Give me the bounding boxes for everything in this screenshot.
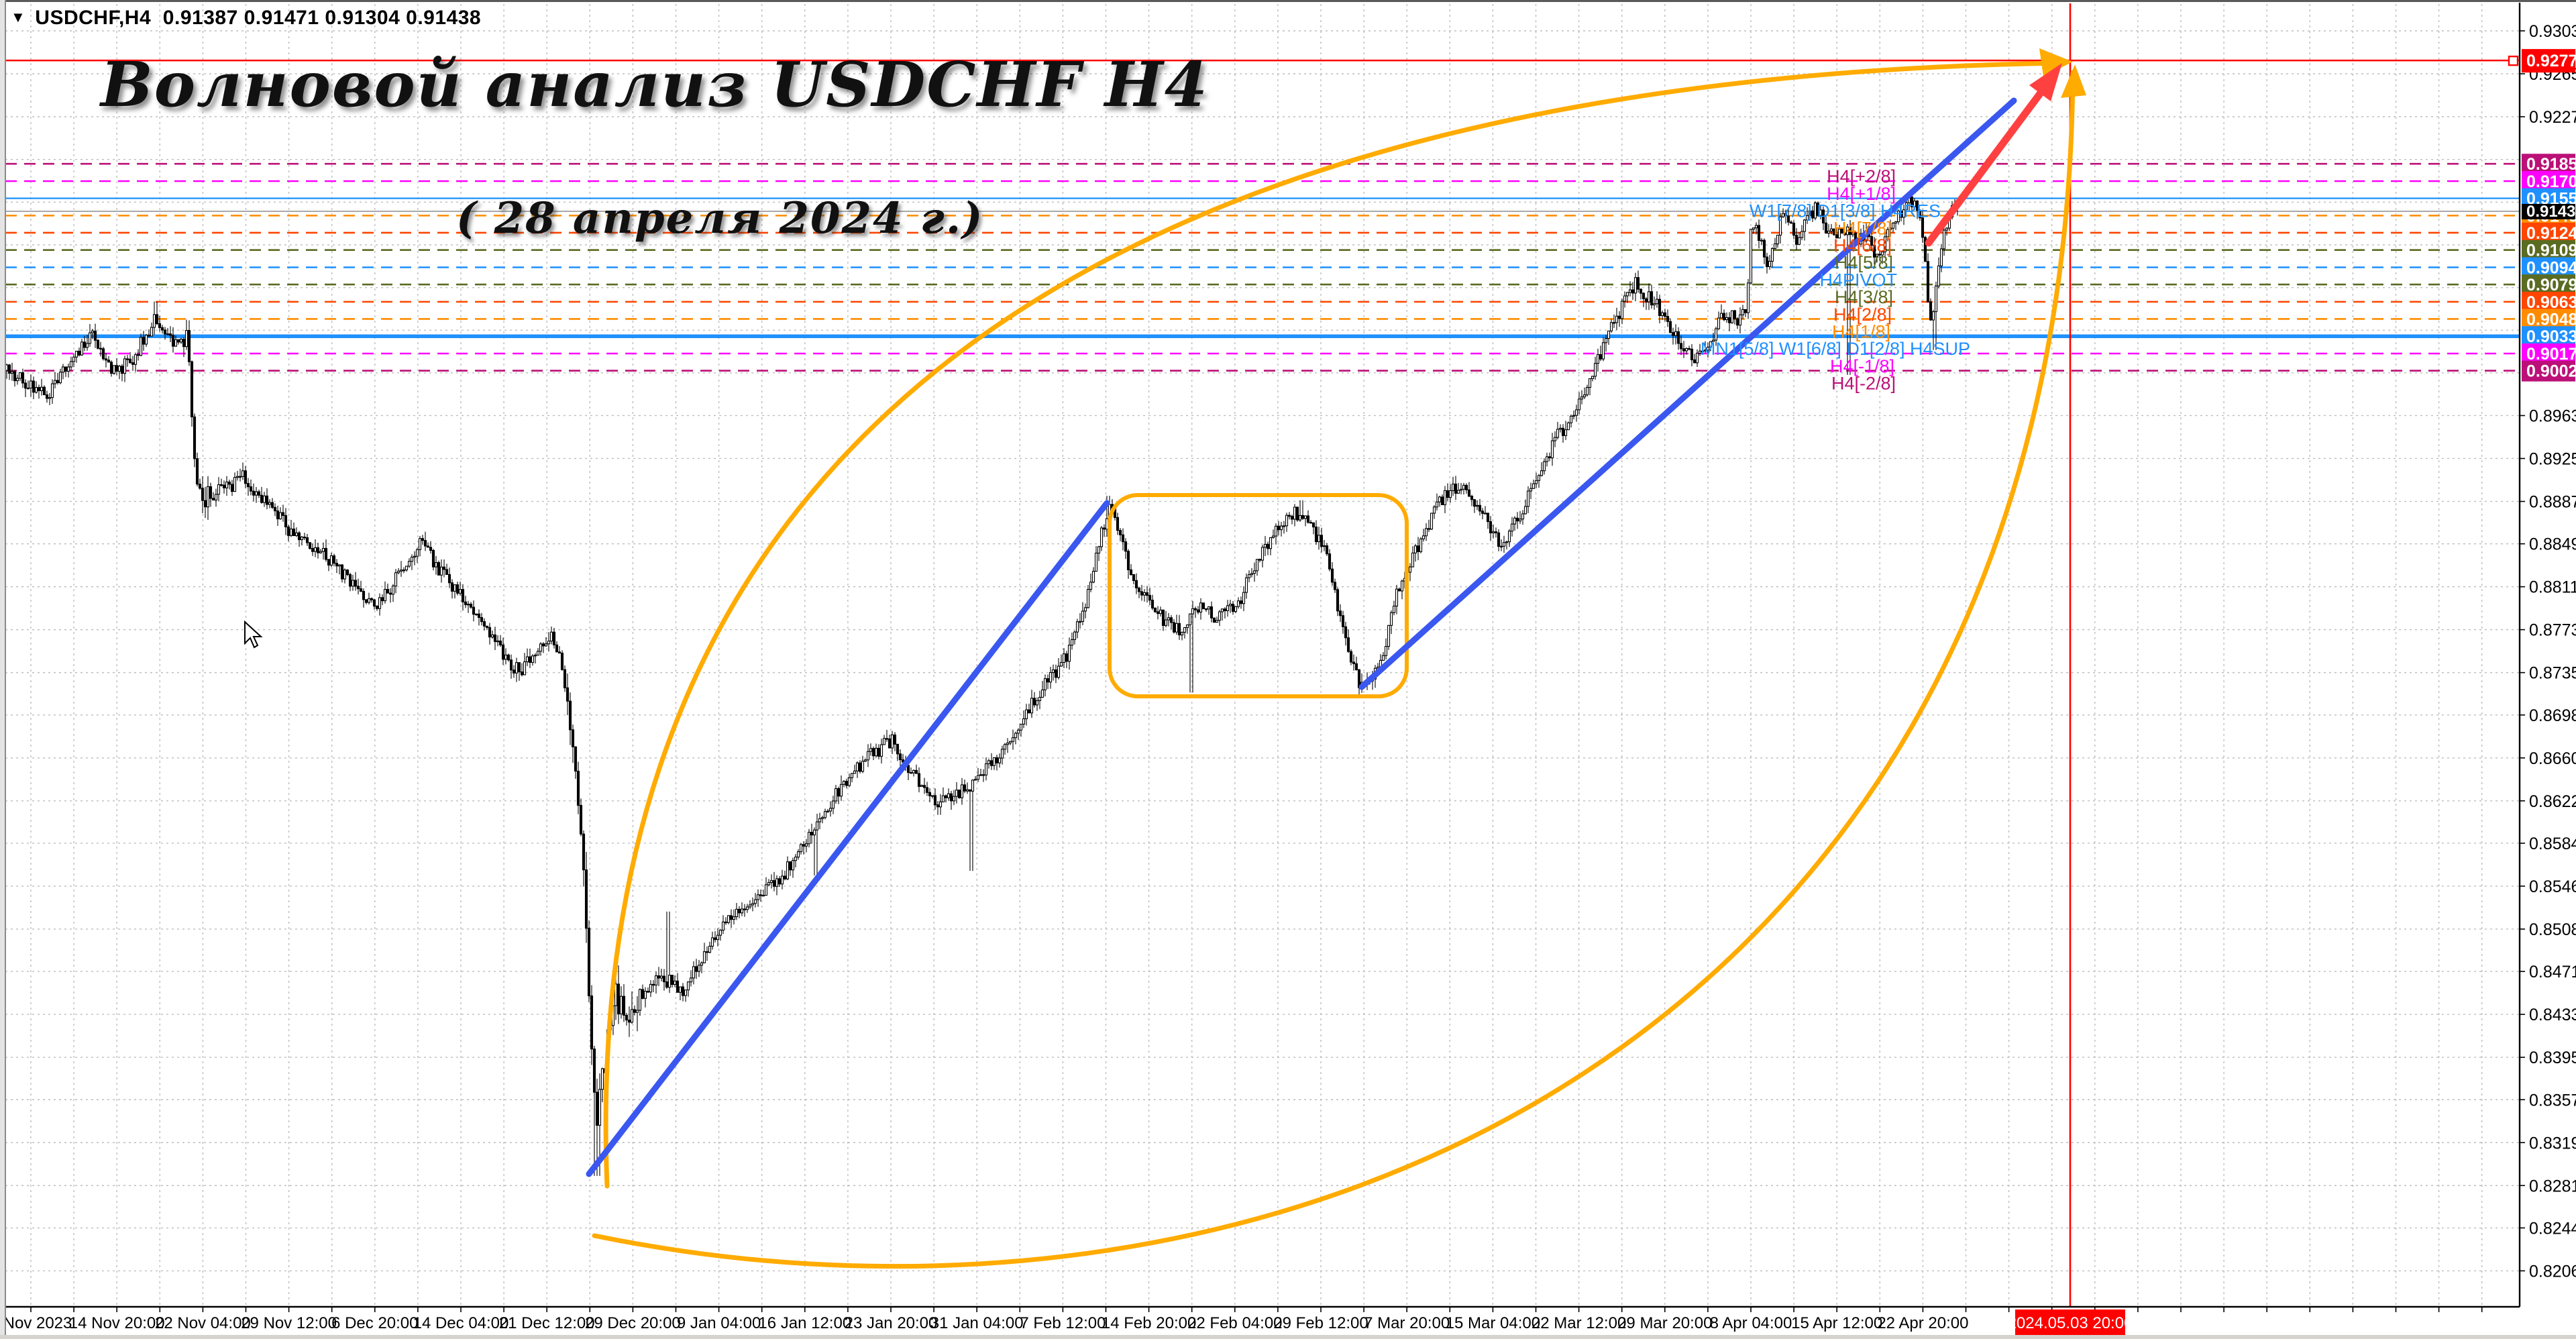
level-price-flag-label: 0.90637 xyxy=(2526,293,2576,312)
time-axis-label[interactable]: 21 Dec 12:00 xyxy=(499,1314,595,1332)
level-price-flag-label: 0.91858 xyxy=(2526,155,2576,174)
time-axis-label[interactable]: 22 Apr 20:00 xyxy=(1877,1314,1968,1332)
level-price-flag-label: 0.90179 xyxy=(2526,345,2576,364)
lens-lower-arc[interactable] xyxy=(592,70,2076,1269)
level-price-flag-label: 0.91248 xyxy=(2526,224,2576,243)
level-price-flag-label: 0.90027 xyxy=(2526,362,2576,381)
time-axis-label[interactable]: 29 Dec 20:00 xyxy=(585,1314,681,1332)
level-label-H4[6/8]: H4[6/8] xyxy=(1833,235,1892,256)
price-axis-label[interactable]: 0.82815 xyxy=(2529,1177,2576,1195)
time-axis-label[interactable]: 7 Nov 2023 xyxy=(0,1314,72,1332)
price-axis-label[interactable]: 0.87735 xyxy=(2529,621,2576,640)
level-label-H4[5/8]: H4[5/8] xyxy=(1835,253,1893,273)
window-left-border xyxy=(0,0,6,1339)
trendline-wave-1[interactable] xyxy=(586,500,1110,1177)
lens-lower-arrowhead-icon xyxy=(2061,64,2086,98)
target-line-handle[interactable] xyxy=(2508,55,2519,66)
time-axis-label[interactable]: 8 Apr 04:00 xyxy=(1710,1314,1792,1332)
time-axis-label[interactable]: 22 Mar 12:00 xyxy=(1532,1314,1626,1332)
time-axis-label[interactable]: 15 Apr 12:00 xyxy=(1791,1314,1882,1332)
level-label-MN1[5/8] W1[6/8] D1[2/8] H4SUP: MN1[5/8] W1[6/8] D1[2/8] H4SUP xyxy=(1701,339,1970,359)
time-axis-label[interactable]: 16 Jan 12:00 xyxy=(758,1314,851,1332)
level-label-H4[1/8]: H4[1/8] xyxy=(1832,321,1890,341)
level-label-H4[+2/8]: H4[+2/8] xyxy=(1827,166,1896,186)
level-price-flag-label: 0.90485 xyxy=(2526,310,2576,329)
price-axis-label[interactable]: 0.85465 xyxy=(2529,877,2576,896)
forecast-red-arrowhead-icon xyxy=(2029,63,2062,101)
level-label-H4[-1/8]: H4[-1/8] xyxy=(1830,356,1894,376)
event-date-label: 2024.05.03 20:00 xyxy=(2008,1314,2133,1332)
time-axis-label[interactable]: 14 Nov 20:00 xyxy=(69,1314,165,1332)
time-axis-label[interactable]: 23 Jan 20:00 xyxy=(845,1314,938,1332)
time-axis-label[interactable]: 6 Dec 20:00 xyxy=(331,1314,418,1332)
chart-title: Волновой анализ USDCHF H4 xyxy=(101,48,1209,121)
level-label-H4[7/8]: H4[7/8] xyxy=(1833,218,1892,238)
time-axis-label[interactable]: 29 Feb 12:00 xyxy=(1273,1314,1368,1332)
event-date-flag xyxy=(2015,1309,2125,1335)
mouse-cursor-icon xyxy=(244,620,264,650)
lens-upper-arrowhead-icon xyxy=(2039,48,2073,76)
chart-subtitle-date: ( 28 апреля 2024 г.) xyxy=(456,193,984,244)
price-axis-label[interactable]: 0.85845 xyxy=(2529,835,2576,853)
symbol-ohlc-text: USDCHF,H4 0.91387 0.91471 0.91304 0.9143… xyxy=(35,7,482,29)
time-axis-label[interactable]: 22 Feb 04:00 xyxy=(1187,1314,1282,1332)
bid-price-flag-label: 0.91438 xyxy=(2526,203,2576,221)
price-axis-label[interactable]: 0.83195 xyxy=(2529,1134,2576,1153)
level-price-flag-label: 0.91095 xyxy=(2526,242,2576,260)
price-axis-label[interactable]: 0.93035 xyxy=(2529,22,2576,41)
window-bottom-border xyxy=(0,1335,2576,1339)
level-label-W1[7/8] D1[3/8] H4RES: W1[7/8] D1[3/8] H4RES xyxy=(1750,201,1941,221)
time-axis-label[interactable]: 7 Mar 20:00 xyxy=(1364,1314,1450,1332)
time-axis-label[interactable]: 29 Mar 20:00 xyxy=(1617,1314,1712,1332)
price-axis-label[interactable]: 0.92275 xyxy=(2529,108,2576,127)
time-axis-label[interactable]: 14 Feb 20:00 xyxy=(1102,1314,1196,1332)
price-axis-label[interactable]: 0.87355 xyxy=(2529,664,2576,683)
time-axis-label[interactable]: 29 Nov 12:00 xyxy=(241,1314,337,1332)
level-price-flag-label: 0.90942 xyxy=(2526,259,2576,278)
price-axis-label[interactable]: 0.88115 xyxy=(2529,578,2576,597)
symbol-ohlc-info[interactable]: ▼ USDCHF,H4 0.91387 0.91471 0.91304 0.914… xyxy=(11,7,481,30)
time-axis-label[interactable]: 15 Mar 04:00 xyxy=(1446,1314,1540,1332)
level-label-H4[2/8]: H4[2/8] xyxy=(1833,305,1892,325)
window-top-border xyxy=(0,0,2576,2)
lens-upper-arc[interactable] xyxy=(603,60,2059,1189)
price-axis-label[interactable]: 0.83575 xyxy=(2529,1091,2576,1110)
trendline-wave-2[interactable] xyxy=(1358,97,2017,690)
price-axis-label[interactable]: 0.88495 xyxy=(2529,535,2576,554)
time-axis-label[interactable]: 7 Feb 12:00 xyxy=(1020,1314,1106,1332)
forecast-red-arrow[interactable] xyxy=(1925,85,2047,247)
time-axis-label[interactable]: 14 Dec 04:00 xyxy=(413,1314,509,1332)
candles-series xyxy=(5,192,1960,1176)
price-axis-label[interactable]: 0.85085 xyxy=(2529,920,2576,939)
level-label-H4[-2/8]: H4[-2/8] xyxy=(1831,374,1896,394)
time-axis-label[interactable]: 22 Nov 04:00 xyxy=(155,1314,251,1332)
bid-price-flag xyxy=(2522,203,2575,219)
level-price-flag-label: 0.91705 xyxy=(2526,172,2576,191)
level-label-H4[+1/8]: H4[+1/8] xyxy=(1827,184,1896,204)
level-price-flag xyxy=(2522,360,2575,382)
time-axis-label[interactable]: 31 Jan 04:00 xyxy=(930,1314,1024,1332)
level-label-H4[3/8]: H4[3/8] xyxy=(1835,287,1893,307)
level-price-flag-label: 0.90332 xyxy=(2526,327,2576,346)
target-price-flag xyxy=(2522,49,2575,73)
level-label-H4PIVOT: H4PIVOT xyxy=(1819,270,1897,290)
symbol-dropdown-icon[interactable]: ▼ xyxy=(11,9,26,25)
time-axis-label[interactable]: 9 Jan 04:00 xyxy=(677,1314,761,1332)
consolidation-rectangle[interactable] xyxy=(1108,493,1409,698)
target-price-flag-label: 0.92773 xyxy=(2526,52,2576,70)
